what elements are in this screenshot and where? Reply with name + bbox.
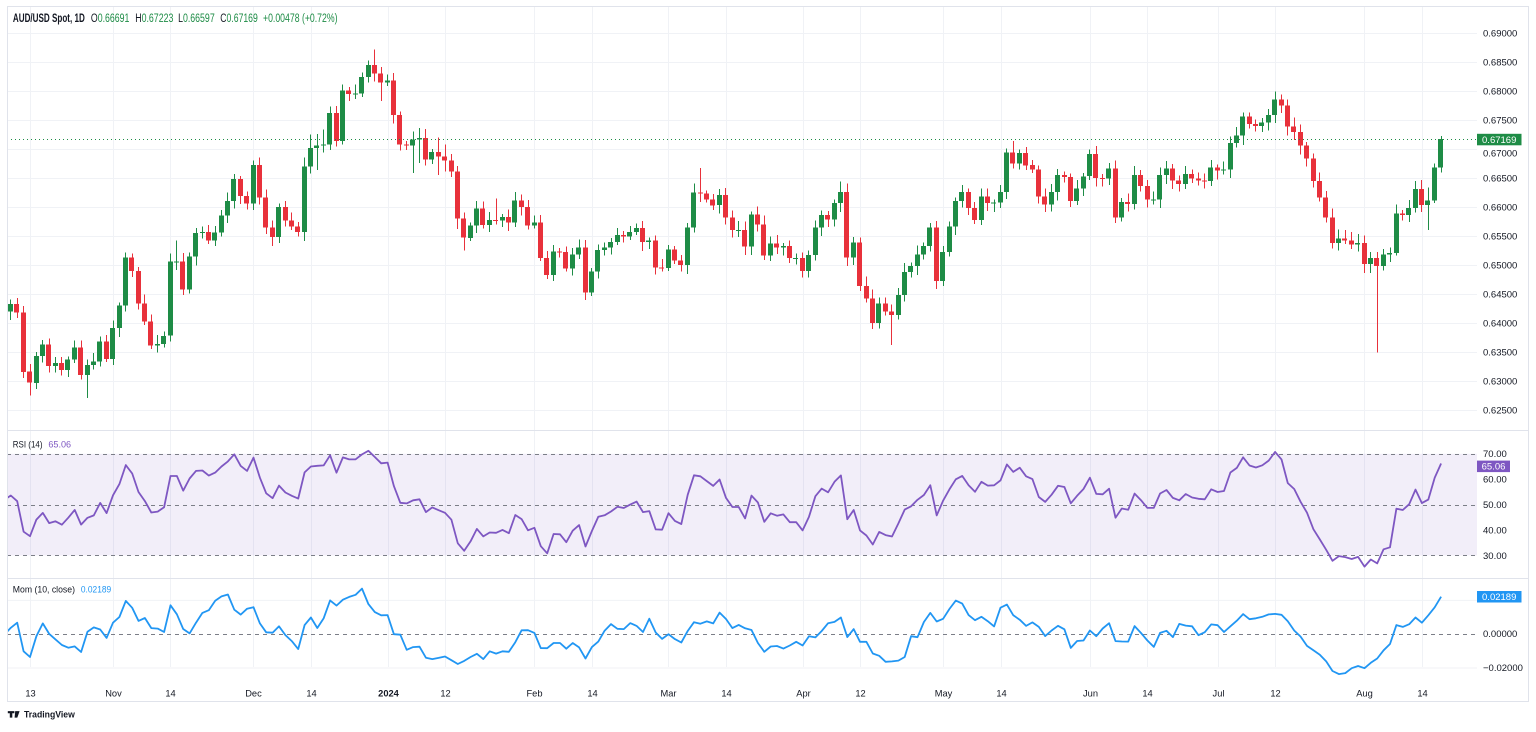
svg-text:0.64000: 0.64000 [1483, 318, 1517, 329]
svg-text:Mar: Mar [660, 689, 676, 699]
svg-text:13: 13 [25, 689, 35, 699]
svg-text:C0.67169: C0.67169 [220, 13, 258, 25]
svg-text:0.67169: 0.67169 [1482, 135, 1516, 146]
svg-text:Jun: Jun [1083, 689, 1098, 699]
svg-text:AUD/USD Spot, 1D: AUD/USD Spot, 1D [13, 13, 85, 25]
svg-text:30.00: 30.00 [1483, 551, 1507, 562]
svg-text:14: 14 [996, 689, 1006, 699]
svg-text:12: 12 [855, 689, 865, 699]
svg-text:0.68000: 0.68000 [1483, 86, 1517, 97]
svg-text:0.63500: 0.63500 [1483, 347, 1517, 358]
svg-text:2024: 2024 [378, 689, 400, 699]
svg-text:0.68500: 0.68500 [1483, 57, 1517, 68]
svg-text:Aug: Aug [1356, 689, 1373, 699]
svg-text:0.67500: 0.67500 [1483, 115, 1517, 126]
svg-text:0.66500: 0.66500 [1483, 173, 1517, 184]
svg-text:12: 12 [1270, 689, 1280, 699]
svg-text:Nov: Nov [105, 689, 122, 699]
svg-text:−0.02000: −0.02000 [1483, 663, 1523, 674]
svg-text:14: 14 [165, 689, 175, 699]
svg-text:65.06: 65.06 [48, 440, 71, 451]
svg-text:TradingView: TradingView [24, 709, 76, 719]
svg-text:Jul: Jul [1213, 689, 1225, 699]
svg-text:Dec: Dec [245, 689, 262, 699]
svg-text:14: 14 [1417, 689, 1427, 699]
svg-text:14: 14 [1142, 689, 1152, 699]
svg-text:0.02189: 0.02189 [81, 585, 111, 596]
svg-text:65.06: 65.06 [1482, 462, 1506, 473]
svg-text:H0.67223: H0.67223 [135, 13, 173, 25]
svg-text:Apr: Apr [796, 689, 810, 699]
svg-text:60.00: 60.00 [1483, 475, 1507, 486]
svg-text:12: 12 [440, 689, 450, 699]
svg-text:0.00000: 0.00000 [1483, 629, 1517, 640]
svg-text:0.62500: 0.62500 [1483, 405, 1517, 416]
svg-text:0.66000: 0.66000 [1483, 202, 1517, 213]
svg-text:L0.66597: L0.66597 [178, 13, 215, 25]
svg-text:14: 14 [587, 689, 597, 699]
svg-text:0.02189: 0.02189 [1482, 592, 1516, 603]
svg-text:+0.00478 (+0.72%): +0.00478 (+0.72%) [263, 13, 338, 25]
svg-text:70.00: 70.00 [1483, 449, 1507, 460]
svg-text:14: 14 [721, 689, 731, 699]
svg-text:50.00: 50.00 [1483, 500, 1507, 511]
svg-text:O0.66691: O0.66691 [91, 13, 129, 25]
svg-text:14: 14 [306, 689, 316, 699]
svg-text:Feb: Feb [526, 689, 542, 699]
svg-text:0.63000: 0.63000 [1483, 376, 1517, 387]
svg-text:0.65000: 0.65000 [1483, 260, 1517, 271]
svg-text:0.65500: 0.65500 [1483, 231, 1517, 242]
svg-text:RSI (14): RSI (14) [13, 440, 43, 451]
svg-text:Mom (10, close): Mom (10, close) [13, 585, 75, 596]
svg-text:May: May [935, 689, 953, 699]
svg-text:0.64500: 0.64500 [1483, 289, 1517, 300]
svg-text:40.00: 40.00 [1483, 525, 1507, 536]
svg-text:0.69000: 0.69000 [1483, 28, 1517, 39]
svg-text:0.67000: 0.67000 [1483, 148, 1517, 159]
